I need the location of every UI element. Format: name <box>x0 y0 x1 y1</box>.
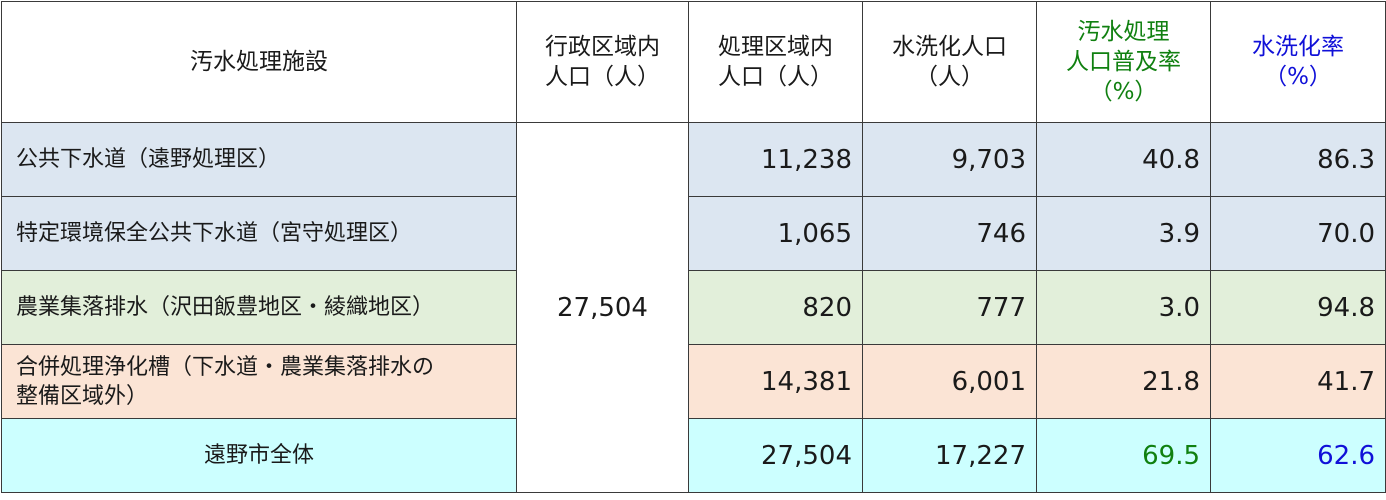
facility-name: 農業集落排水（沢田飯豊地区・綾織地区） <box>1 270 517 345</box>
facility-name: 合併処理浄化槽（下水道・農業集落排水の 整備区域外） <box>1 344 517 419</box>
sewage-rate: 40.8 <box>1036 122 1211 197</box>
treatment-population: 14,381 <box>688 344 863 419</box>
sewage-rate: 21.8 <box>1036 344 1211 419</box>
total-treatment-population: 27,504 <box>688 418 863 493</box>
header-flush-population: 水洗化人口 （人） <box>862 1 1037 123</box>
facility-name: 特定環境保全公共下水道（宮守処理区） <box>1 196 517 271</box>
header-row: 汚水処理施設 行政区域内 人口（人） 処理区域内 人口（人） 水洗化人口 （人） 汚水… <box>1 1 1386 123</box>
total-flush-population: 17,227 <box>862 418 1037 493</box>
treatment-population: 1,065 <box>688 196 863 271</box>
facility-name: 公共下水道（遠野処理区） <box>1 122 517 197</box>
header-admin-population: 行政区域内 人口（人） <box>516 1 689 123</box>
flush-rate: 41.7 <box>1210 344 1386 419</box>
treatment-population: 820 <box>688 270 863 345</box>
flush-population: 777 <box>862 270 1037 345</box>
flush-population: 9,703 <box>862 122 1037 197</box>
table-row: 特定環境保全公共下水道（宮守処理区） 1,065 746 3.9 70.0 <box>1 196 1386 271</box>
admin-population-cell: 27,504 <box>516 122 689 493</box>
total-flush-rate: 62.6 <box>1210 418 1386 493</box>
header-treatment-population: 処理区域内 人口（人） <box>688 1 863 123</box>
flush-population: 746 <box>862 196 1037 271</box>
table-row: 農業集落排水（沢田飯豊地区・綾織地区） 820 777 3.0 94.8 <box>1 270 1386 345</box>
header-facility: 汚水処理施設 <box>1 1 517 123</box>
total-label: 遠野市全体 <box>1 418 517 493</box>
table-row: 公共下水道（遠野処理区） 27,504 11,238 9,703 40.8 86… <box>1 122 1386 493</box>
treatment-population: 11,238 <box>688 122 863 197</box>
header-sewage-rate: 汚水処理 人口普及率 （%） <box>1036 1 1211 123</box>
sewage-rate: 3.0 <box>1036 270 1211 345</box>
header-flush-rate: 水洗化率 （%） <box>1210 1 1386 123</box>
flush-rate: 70.0 <box>1210 196 1386 271</box>
flush-rate: 86.3 <box>1210 122 1386 197</box>
table-row: 合併処理浄化槽（下水道・農業集落排水の 整備区域外） 14,381 6,001 2… <box>1 344 1386 419</box>
total-row: 遠野市全体 27,504 17,227 69.5 62.6 <box>1 418 1386 493</box>
sewage-rate: 3.9 <box>1036 196 1211 271</box>
total-sewage-rate: 69.5 <box>1036 418 1211 493</box>
flush-rate: 94.8 <box>1210 270 1386 345</box>
flush-population: 6,001 <box>862 344 1037 419</box>
